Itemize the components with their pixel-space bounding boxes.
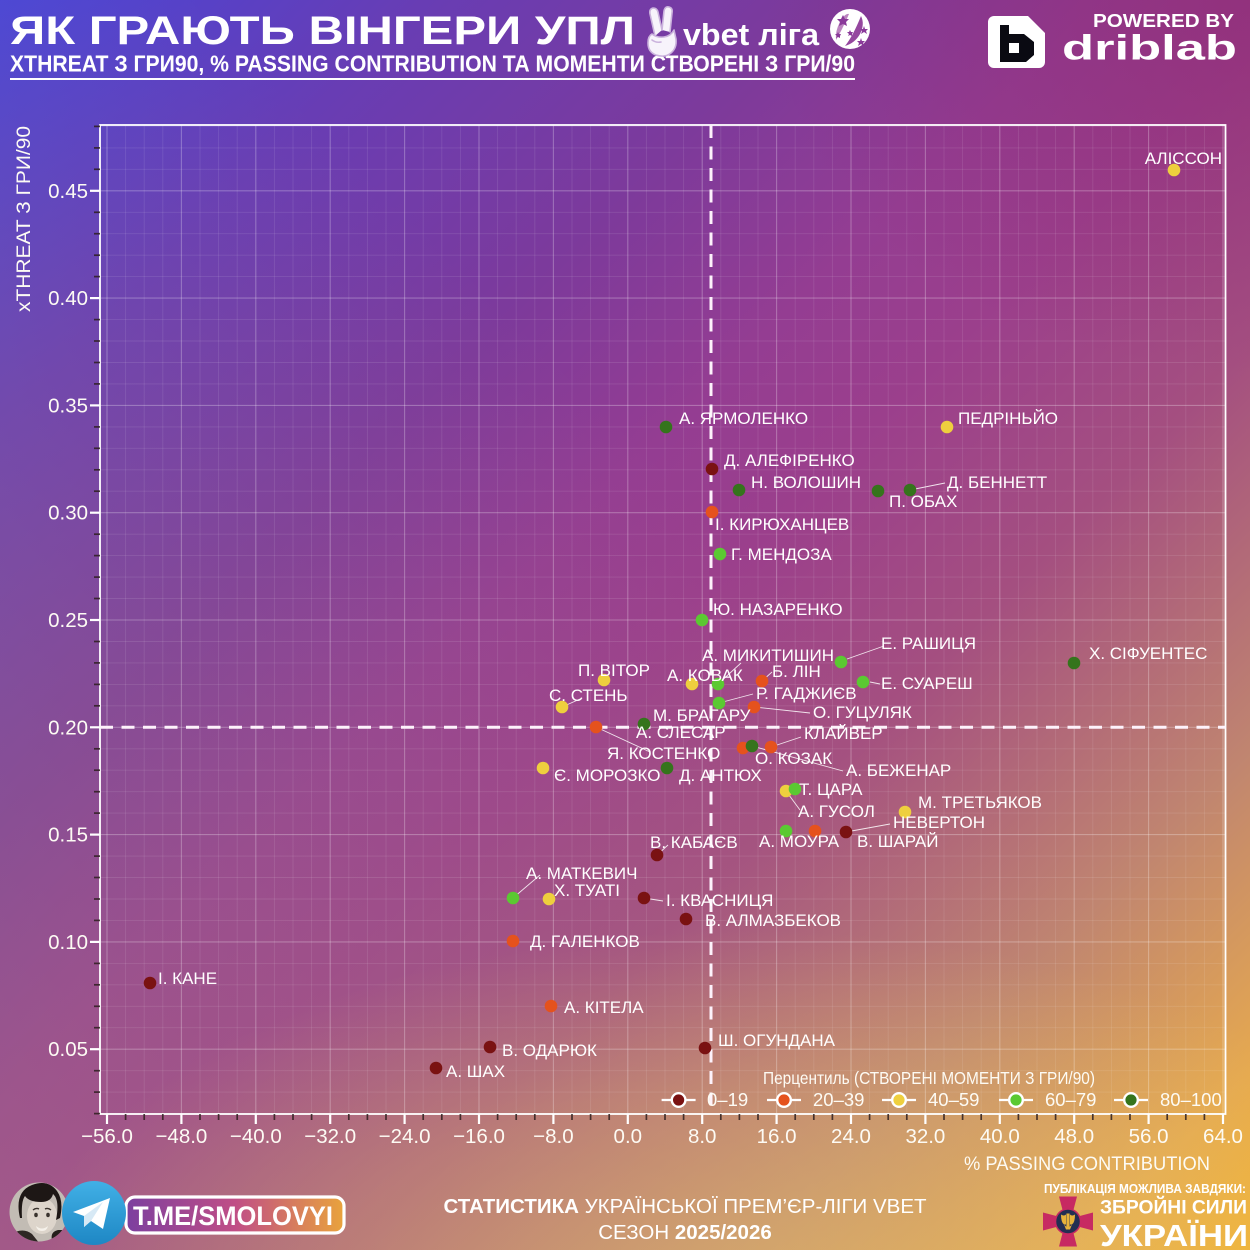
svg-text:М. ТРЕТЬЯКОВ: М. ТРЕТЬЯКОВ xyxy=(918,793,1042,812)
svg-text:0.45: 0.45 xyxy=(48,180,88,203)
svg-text:КЛАЙВЕР: КЛАЙВЕР xyxy=(804,724,883,743)
svg-text:АЛІССОН: АЛІССОН xyxy=(1145,149,1222,168)
svg-text:Р. ГАДЖИЄВ: Р. ГАДЖИЄВ xyxy=(756,684,857,703)
svg-text:Перцентиль (СТВОРЕНІ МОМЕНТИ З: Перцентиль (СТВОРЕНІ МОМЕНТИ З ГРИ/90) xyxy=(763,1068,1095,1088)
svg-text:НЕВЕРТОН: НЕВЕРТОН xyxy=(893,813,985,832)
svg-text:СЕЗОН 2025/2026: СЕЗОН 2025/2026 xyxy=(598,1221,772,1244)
svg-text:56.0: 56.0 xyxy=(1129,1125,1169,1148)
svg-text:Е. СУАРЕШ: Е. СУАРЕШ xyxy=(881,674,973,693)
svg-text:ПУБЛІКАЦІЯ МОЖЛИВА ЗАВДЯКИ:: ПУБЛІКАЦІЯ МОЖЛИВА ЗАВДЯКИ: xyxy=(1044,1182,1246,1196)
svg-text:60–79: 60–79 xyxy=(1045,1089,1096,1110)
svg-text:П. ВІТОР: П. ВІТОР xyxy=(578,661,650,680)
svg-text:20–39: 20–39 xyxy=(813,1089,864,1110)
svg-text:−40.0: −40.0 xyxy=(230,1125,282,1148)
svg-text:Є. МОРОЗКО: Є. МОРОЗКО xyxy=(554,766,660,785)
svg-text:Д. БЕННЕТТ: Д. БЕННЕТТ xyxy=(947,473,1047,492)
svg-text:О. ГУЦУЛЯК: О. ГУЦУЛЯК xyxy=(813,703,912,722)
svg-text:40–59: 40–59 xyxy=(928,1089,979,1110)
svg-text:0.15: 0.15 xyxy=(48,824,88,847)
svg-text:−16.0: −16.0 xyxy=(453,1125,505,1148)
svg-text:8.0: 8.0 xyxy=(688,1125,717,1148)
svg-text:М. БРАГАРУ: М. БРАГАРУ xyxy=(653,706,751,725)
svg-text:T.ME/SMOLOVYI: T.ME/SMOLOVYI xyxy=(133,1201,333,1231)
svg-text:Д. АЛЕФІРЕНКО: Д. АЛЕФІРЕНКО xyxy=(724,451,855,470)
svg-text:В. КАБАЄВ: В. КАБАЄВ xyxy=(650,833,738,852)
svg-text:А. ШАХ: А. ШАХ xyxy=(446,1062,505,1081)
svg-text:Ш. ОГУНДАНА: Ш. ОГУНДАНА xyxy=(718,1031,836,1050)
svg-text:Г. МЕНДОЗА: Г. МЕНДОЗА xyxy=(731,545,832,564)
svg-text:А. ЯРМОЛЕНКО: А. ЯРМОЛЕНКО xyxy=(679,409,808,428)
svg-text:А. МАТКЕВИЧ: А. МАТКЕВИЧ xyxy=(526,864,637,883)
svg-text:−8.0: −8.0 xyxy=(533,1125,573,1148)
svg-text:ЗБРОЙНІ СИЛИ: ЗБРОЙНІ СИЛИ xyxy=(1100,1197,1247,1219)
svg-text:0.05: 0.05 xyxy=(48,1038,88,1061)
svg-text:Д. ГАЛЕНКОВ: Д. ГАЛЕНКОВ xyxy=(530,932,640,951)
svg-text:П. ОБАХ: П. ОБАХ xyxy=(889,492,957,511)
svg-text:16.0: 16.0 xyxy=(757,1125,797,1148)
svg-text:В. ОДАРЮК: В. ОДАРЮК xyxy=(502,1041,597,1060)
svg-text:−56.0: −56.0 xyxy=(81,1125,133,1148)
svg-text:80–100: 80–100 xyxy=(1160,1089,1222,1110)
svg-text:POWERED BY: POWERED BY xyxy=(1093,10,1235,31)
svg-text:0–19: 0–19 xyxy=(707,1089,748,1110)
svg-text:0.30: 0.30 xyxy=(48,502,88,525)
svg-text:0.20: 0.20 xyxy=(48,716,88,739)
svg-text:І. КАНЕ: І. КАНЕ xyxy=(158,969,217,988)
svg-text:xTHREAT З ГРИ/90: xTHREAT З ГРИ/90 xyxy=(13,126,35,312)
svg-text:СТАТИСТИКА УКРАЇНСЬКОЇ ПРЕМ’ЄР: СТАТИСТИКА УКРАЇНСЬКОЇ ПРЕМ’ЄР-ЛІГИ VBET xyxy=(443,1195,927,1218)
svg-text:ЯК ГРАЮТЬ ВІНГЕРИ УПЛ: ЯК ГРАЮТЬ ВІНГЕРИ УПЛ xyxy=(10,9,635,53)
svg-text:32.0: 32.0 xyxy=(905,1125,945,1148)
svg-text:−32.0: −32.0 xyxy=(304,1125,356,1148)
svg-text:−48.0: −48.0 xyxy=(155,1125,207,1148)
svg-text:УКРАЇНИ: УКРАЇНИ xyxy=(1100,1218,1248,1250)
svg-text:vbet ліга: vbet ліга xyxy=(683,17,820,52)
svg-text:А. МИКИТИШИН: А. МИКИТИШИН xyxy=(702,646,834,665)
svg-text:0.25: 0.25 xyxy=(48,609,88,632)
svg-text:24.0: 24.0 xyxy=(831,1125,871,1148)
svg-text:С. СТЕНЬ: С. СТЕНЬ xyxy=(549,686,628,705)
svg-text:Б. ЛІН: Б. ЛІН xyxy=(772,662,821,681)
svg-text:А. МОУРА: А. МОУРА xyxy=(759,832,840,851)
svg-text:І. КВАСНИЦЯ: І. КВАСНИЦЯ xyxy=(666,891,773,910)
svg-text:driblab: driblab xyxy=(1062,29,1237,68)
svg-text:В. АЛМАЗБЕКОВ: В. АЛМАЗБЕКОВ xyxy=(705,911,841,930)
svg-text:64.0: 64.0 xyxy=(1203,1125,1243,1148)
svg-text:0.35: 0.35 xyxy=(48,394,88,417)
svg-text:Д. АНТЮХ: Д. АНТЮХ xyxy=(679,766,762,785)
svg-text:48.0: 48.0 xyxy=(1054,1125,1094,1148)
svg-text:А. СЛЕСАР: А. СЛЕСАР xyxy=(636,723,726,742)
svg-text:О. КОЗАК: О. КОЗАК xyxy=(755,749,832,768)
svg-text:XTHREAT З ГРИ90, % PASSING CON: XTHREAT З ГРИ90, % PASSING CONTRIBUTION … xyxy=(10,51,855,77)
svg-text:Ю. НАЗАРЕНКО: Ю. НАЗАРЕНКО xyxy=(713,600,843,619)
svg-text:Е. РАШИЦЯ: Е. РАШИЦЯ xyxy=(881,634,976,653)
svg-text:40.0: 40.0 xyxy=(980,1125,1020,1148)
svg-text:А. ГУСОЛ: А. ГУСОЛ xyxy=(798,802,875,821)
svg-text:% PASSING CONTRIBUTION: % PASSING CONTRIBUTION xyxy=(964,1153,1210,1175)
svg-text:ПЕДРІНЬЙО: ПЕДРІНЬЙО xyxy=(958,409,1058,428)
svg-text:Т. ЦАРА: Т. ЦАРА xyxy=(799,780,863,799)
svg-text:Н. ВОЛОШИН: Н. ВОЛОШИН xyxy=(751,473,861,492)
svg-text:0.0: 0.0 xyxy=(614,1125,643,1148)
svg-text:Я. КОСТЕНКО: Я. КОСТЕНКО xyxy=(607,744,720,763)
svg-text:А. КОВАК: А. КОВАК xyxy=(667,666,743,685)
svg-text:А. БЕЖЕНАР: А. БЕЖЕНАР xyxy=(846,761,951,780)
svg-text:Х. СІФУЕНТЕС: Х. СІФУЕНТЕС xyxy=(1089,644,1207,663)
svg-text:І. КИРЮХАНЦЕВ: І. КИРЮХАНЦЕВ xyxy=(715,515,849,534)
svg-text:0.10: 0.10 xyxy=(48,931,88,954)
svg-text:А. КІТЕЛА: А. КІТЕЛА xyxy=(564,998,644,1017)
svg-text:В. ШАРАЙ: В. ШАРАЙ xyxy=(857,832,938,851)
svg-text:−24.0: −24.0 xyxy=(379,1125,431,1148)
svg-text:0.40: 0.40 xyxy=(48,287,88,310)
svg-text:Х. ТУАТІ: Х. ТУАТІ xyxy=(554,881,620,900)
